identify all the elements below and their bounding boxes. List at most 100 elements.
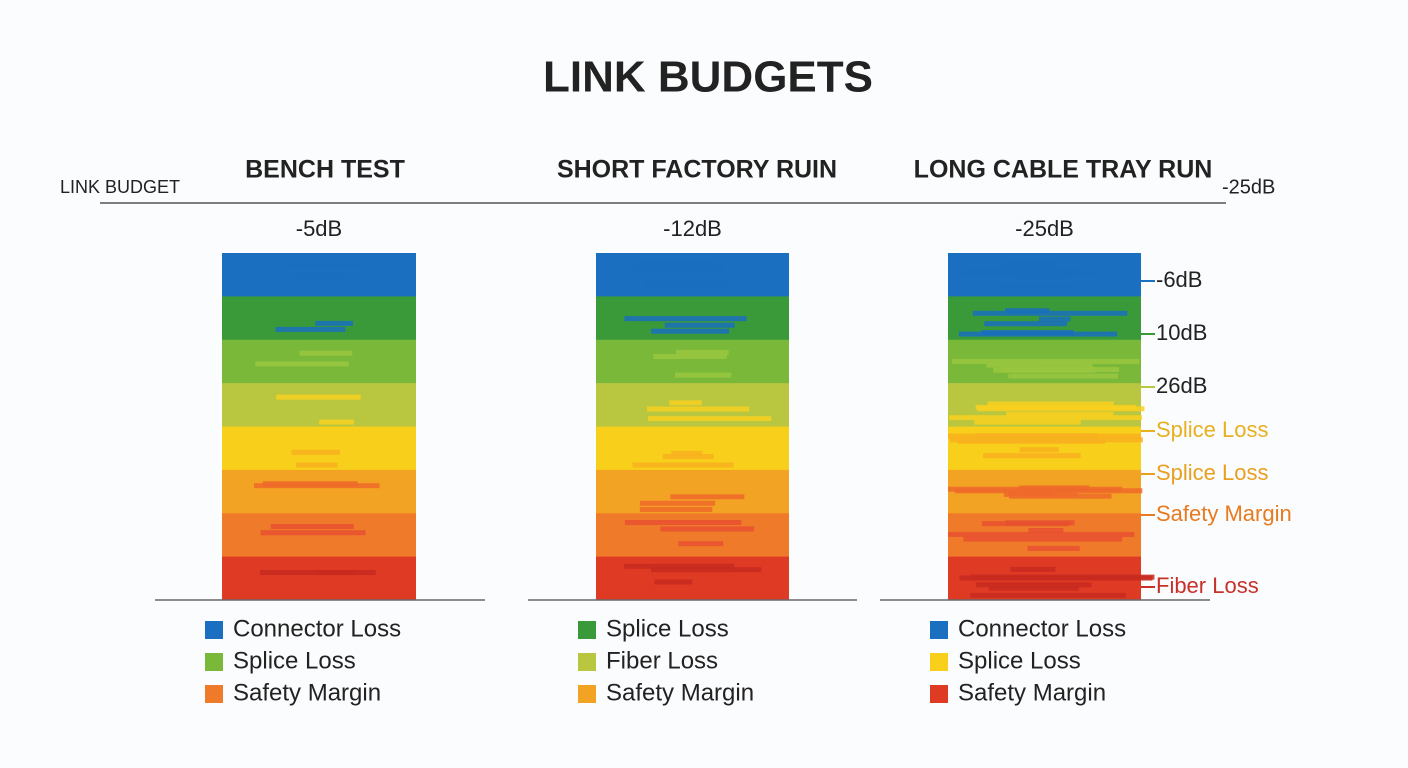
legend-swatch — [205, 685, 223, 703]
stripe — [662, 454, 714, 460]
band — [596, 469, 789, 514]
stripe — [291, 449, 340, 455]
stripe — [669, 400, 702, 406]
legend-swatch — [930, 685, 948, 703]
legend-label: Splice Loss — [606, 615, 729, 642]
stripe — [1010, 566, 1056, 572]
stripe — [1019, 272, 1069, 278]
stripe — [624, 520, 742, 526]
stripe — [639, 506, 713, 512]
stripe — [1005, 308, 1050, 314]
stripe — [651, 567, 762, 573]
stripe — [984, 321, 1068, 327]
stripe — [254, 483, 380, 489]
side-label: -6dB — [1156, 267, 1202, 292]
stripe — [299, 350, 353, 356]
band — [222, 383, 416, 427]
legend-swatch — [578, 685, 596, 703]
stripe — [624, 563, 735, 569]
stripe — [948, 415, 1142, 421]
stripe — [963, 536, 1123, 542]
stripe — [255, 361, 349, 367]
stripe — [986, 362, 1093, 368]
stripe — [675, 372, 732, 378]
stripe — [654, 579, 693, 585]
stripe — [631, 266, 725, 272]
stripe — [948, 486, 1123, 492]
stripe — [624, 316, 747, 322]
stripe — [647, 416, 772, 422]
stripe — [970, 592, 1126, 598]
panel-title: BENCH TEST — [245, 156, 405, 184]
stripe — [951, 358, 1140, 364]
legend-label: Connector Loss — [233, 615, 401, 642]
band — [596, 513, 789, 558]
legend-label: Splice Loss — [233, 647, 356, 674]
stripe — [275, 326, 346, 332]
stripe — [1001, 283, 1072, 289]
stripe — [948, 433, 1141, 439]
stripe — [972, 310, 1128, 316]
stripe — [975, 582, 1092, 588]
side-label: Splice Loss — [1156, 417, 1269, 442]
side-label: 26dB — [1156, 373, 1207, 398]
stripe — [983, 453, 1081, 459]
stripe — [1005, 520, 1075, 526]
stripe — [671, 450, 703, 456]
band — [222, 469, 416, 514]
band — [222, 296, 416, 341]
stripe — [959, 575, 1153, 581]
stripe — [282, 262, 361, 268]
stripe — [1006, 411, 1114, 417]
stripe — [974, 419, 1081, 425]
legend-swatch — [578, 653, 596, 671]
stripe — [948, 531, 1135, 537]
stripe — [664, 322, 735, 328]
right-label: -25dB — [1222, 176, 1275, 198]
legend-swatch — [578, 621, 596, 639]
stripe — [988, 585, 1079, 591]
stripe — [639, 500, 716, 506]
panel-title: SHORT FACTORY RUIN — [557, 156, 837, 184]
stripe — [1028, 528, 1064, 534]
stripe — [981, 330, 1074, 336]
title: LINK BUDGETS — [543, 53, 873, 102]
stripe — [315, 320, 353, 326]
stripe — [1027, 545, 1080, 551]
stripe — [1003, 491, 1078, 497]
stripe — [993, 367, 1096, 373]
stripe — [987, 401, 1114, 407]
legend-swatch — [205, 621, 223, 639]
stripe — [660, 526, 755, 532]
band — [596, 253, 789, 297]
legend-swatch — [205, 653, 223, 671]
stripe — [270, 524, 354, 530]
stripe — [647, 406, 750, 412]
stripe — [651, 328, 729, 334]
stripe — [1039, 316, 1071, 322]
stripe — [975, 404, 1136, 410]
stripe — [1004, 259, 1058, 265]
stripe — [289, 274, 344, 280]
panel-value: -5dB — [296, 216, 342, 241]
side-label: Safety Margin — [1156, 501, 1292, 526]
stripe — [957, 438, 1106, 444]
panels: BENCH TEST -5dB Connector Loss Splice Loss S… — [155, 156, 1292, 706]
stripe — [670, 494, 745, 500]
stripe — [295, 462, 338, 468]
panel-value: -25dB — [1015, 216, 1074, 241]
legend-label: Fiber Loss — [606, 647, 718, 674]
stripe — [1019, 447, 1059, 453]
legend-label: Connector Loss — [958, 615, 1126, 642]
stripe — [653, 354, 727, 360]
stripe — [675, 349, 729, 355]
legend-label: Splice Loss — [958, 647, 1081, 674]
stripe — [678, 541, 724, 547]
side-label: Splice Loss — [1156, 460, 1269, 485]
side-label: 10dB — [1156, 320, 1207, 345]
stripe — [319, 419, 354, 425]
band — [596, 556, 789, 601]
stripe — [260, 530, 366, 536]
legend-swatch — [930, 621, 948, 639]
stripe — [259, 570, 376, 576]
